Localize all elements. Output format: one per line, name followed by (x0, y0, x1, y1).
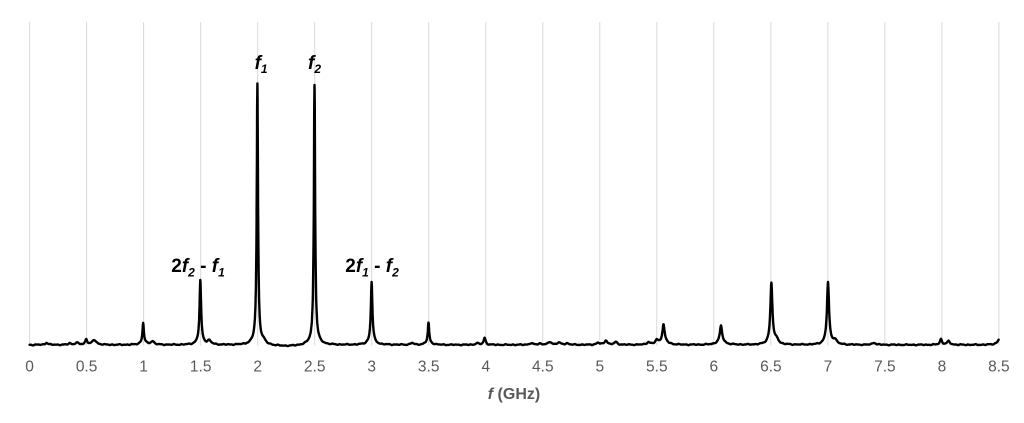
svg-text:0: 0 (25, 359, 34, 376)
svg-text:1.5: 1.5 (190, 359, 212, 376)
svg-text:6: 6 (709, 359, 718, 376)
svg-text:2: 2 (253, 359, 262, 376)
svg-text:6.5: 6.5 (760, 359, 782, 376)
svg-text:4.5: 4.5 (532, 359, 554, 376)
svg-text:8: 8 (938, 359, 947, 376)
svg-text:7.5: 7.5 (874, 359, 896, 376)
svg-text:0.5: 0.5 (76, 359, 98, 376)
svg-text:1: 1 (139, 359, 148, 376)
svg-text:8.5: 8.5 (988, 359, 1010, 376)
svg-text:3.5: 3.5 (418, 359, 440, 376)
svg-text:7: 7 (824, 359, 833, 376)
svg-text:4: 4 (481, 359, 490, 376)
svg-text:3: 3 (367, 359, 376, 376)
svg-text:5.5: 5.5 (646, 359, 668, 376)
svg-text:5: 5 (595, 359, 604, 376)
svg-text:2f2 - f1: 2f2 - f1 (171, 256, 225, 280)
svg-text:2f1 - f2: 2f1 - f2 (345, 256, 399, 280)
svg-text:f (GHz): f (GHz) (488, 386, 540, 403)
svg-text:2.5: 2.5 (304, 359, 326, 376)
svg-text:f1: f1 (255, 53, 268, 76)
